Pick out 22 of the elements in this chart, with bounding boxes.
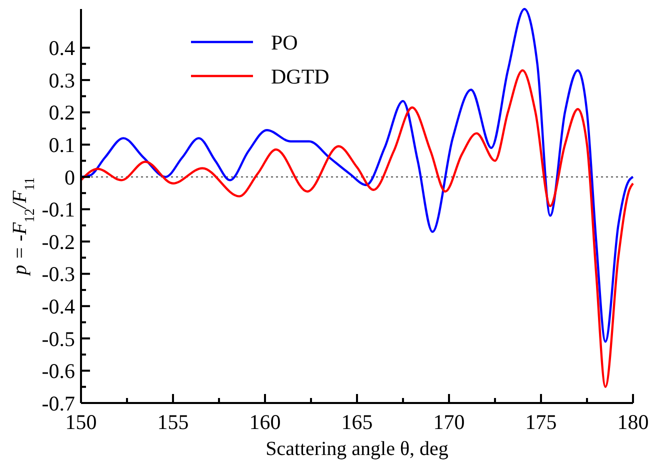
x-tick-label: 170 <box>433 410 465 434</box>
legend-label: DGTD <box>271 64 330 88</box>
legend-label: PO <box>271 30 298 54</box>
y-tick-label: -0.4 <box>42 294 76 318</box>
y-tick-label: -0.6 <box>42 359 75 384</box>
y-tick-label: -0.3 <box>42 262 75 286</box>
line-series <box>80 8 634 343</box>
y-tick-label: -0.5 <box>42 326 75 351</box>
y-tick-label: 0.4 <box>48 36 76 60</box>
y-tick-label: 0 <box>64 165 75 190</box>
x-tick-label: 175 <box>525 410 557 434</box>
x-tick-label: 155 <box>157 410 189 434</box>
y-tick-label: 0.2 <box>48 100 75 125</box>
line-series <box>80 69 634 388</box>
y-tick-label: 0.3 <box>48 68 75 92</box>
x-axis-title: Scattering angle θ, deg <box>266 438 448 460</box>
y-tick-label: -0.1 <box>42 198 75 222</box>
x-tick-label: 165 <box>341 410 373 434</box>
x-tick-label: 160 <box>249 410 281 434</box>
x-tick-label: 180 <box>617 410 649 434</box>
y-tick-label: 0.1 <box>48 132 75 157</box>
y-tick-label: -0.2 <box>42 230 75 254</box>
